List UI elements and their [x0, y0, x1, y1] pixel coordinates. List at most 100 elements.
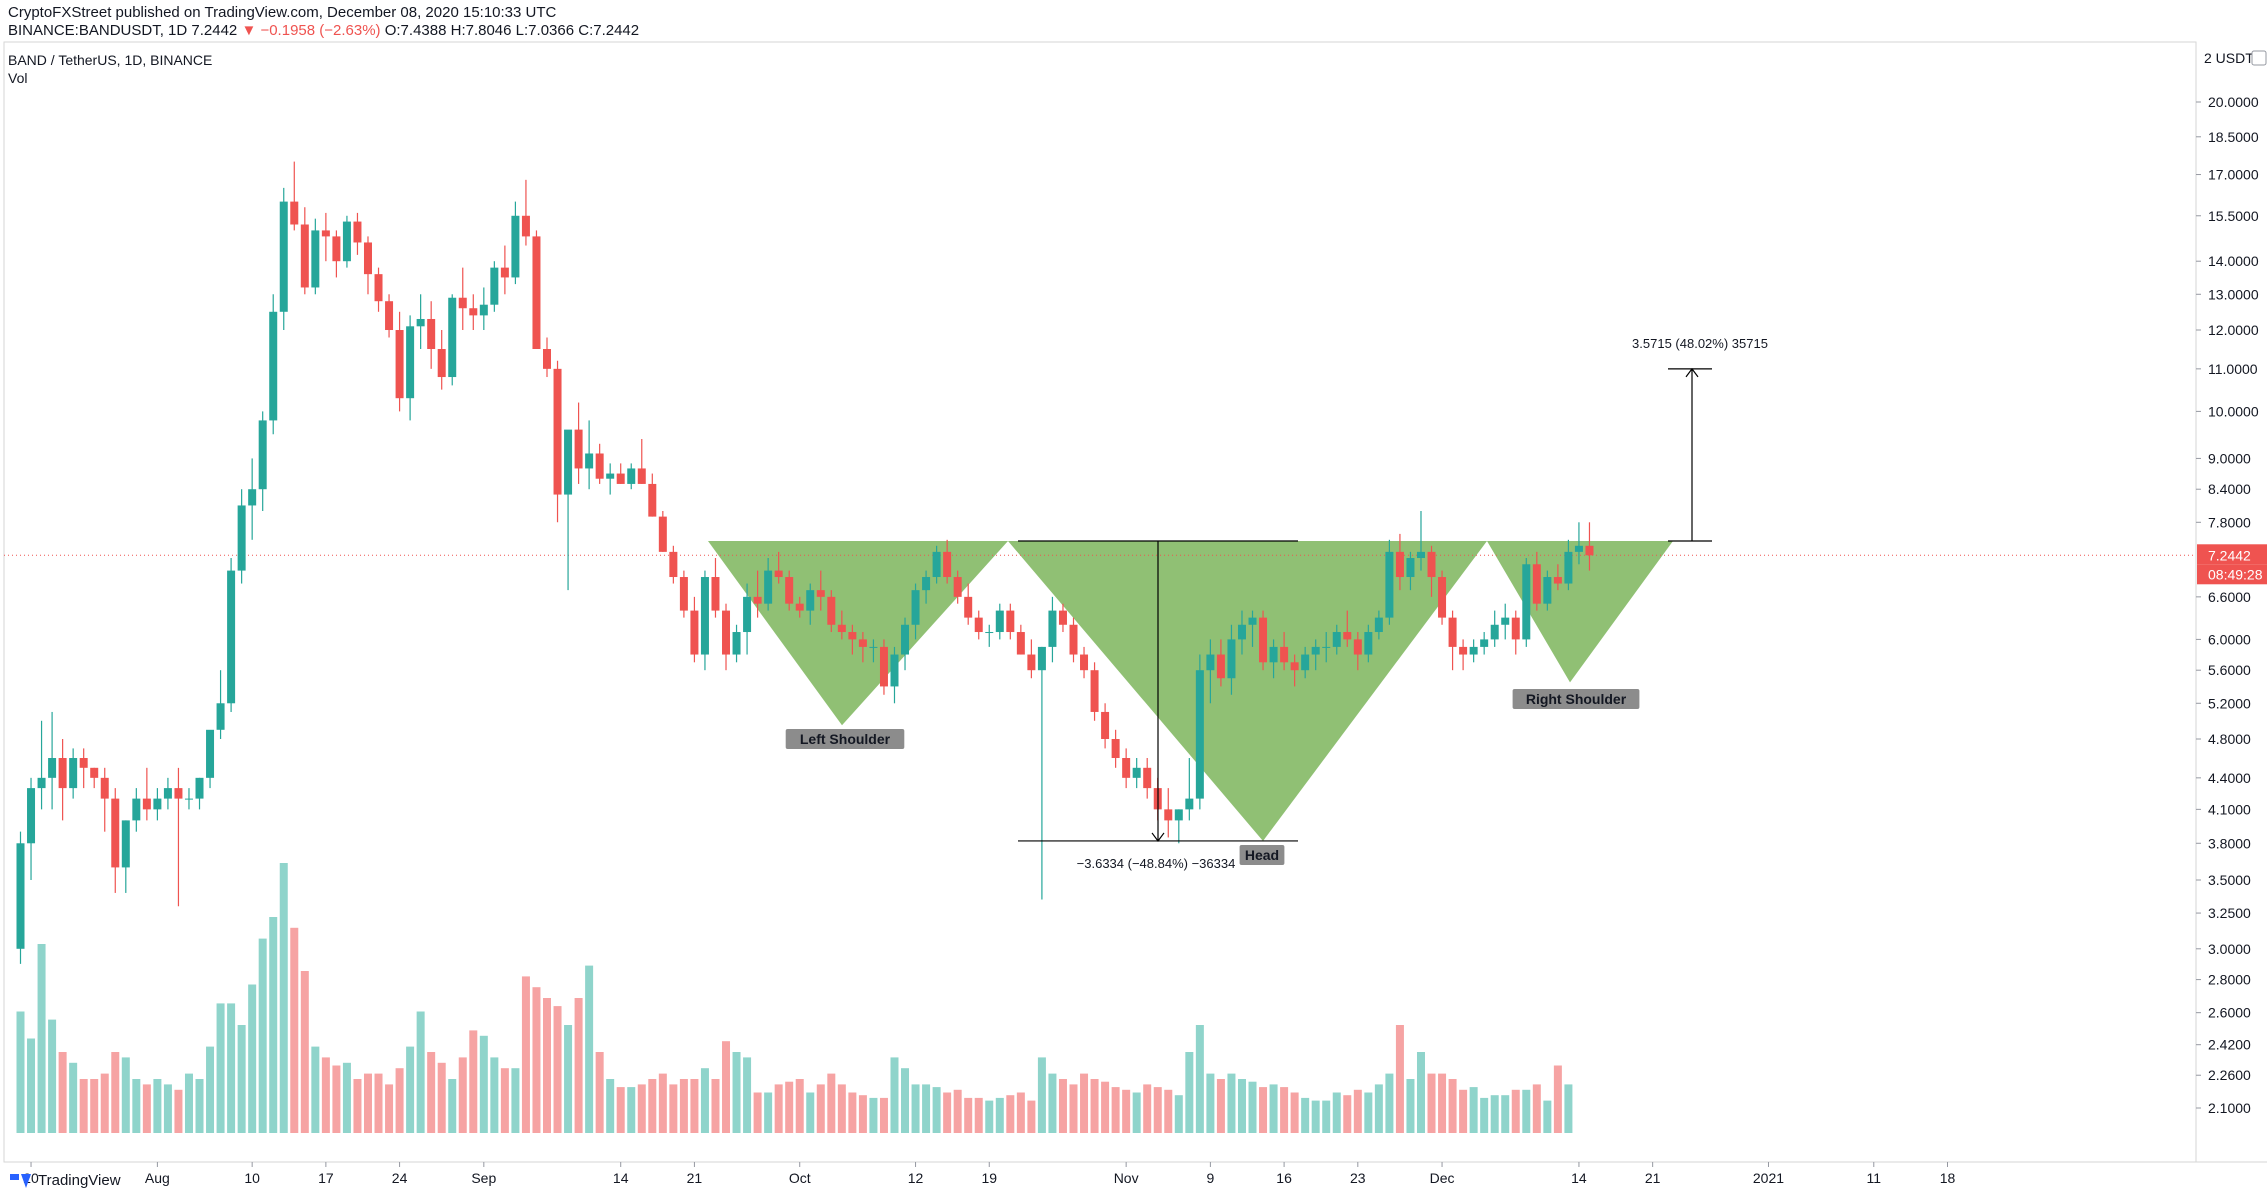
volume-bar: [342, 1062, 351, 1133]
volume-bar: [469, 1030, 478, 1133]
candle-body: [1511, 617, 1520, 640]
candle: [363, 236, 372, 295]
candle: [879, 639, 888, 695]
candle: [448, 294, 457, 386]
candle: [385, 294, 394, 338]
candle-body: [1385, 551, 1394, 618]
candle: [1111, 729, 1120, 768]
volume-bar: [532, 987, 541, 1133]
candle: [1553, 564, 1562, 591]
candle-body: [1185, 798, 1194, 810]
candle-body: [163, 788, 172, 799]
volume-bar: [1153, 1087, 1162, 1133]
candle-body: [1480, 639, 1489, 647]
candle: [1427, 545, 1436, 597]
y-tick-label: 10.0000: [2208, 403, 2259, 419]
candle-body: [848, 632, 857, 640]
candle-body: [585, 453, 594, 469]
candle: [1101, 703, 1110, 749]
volume-bar: [458, 1057, 467, 1133]
candle-body: [543, 349, 551, 369]
candle: [1248, 610, 1257, 647]
candle-body: [1259, 617, 1268, 663]
candle-body: [27, 788, 36, 844]
drop-arrowhead: [1151, 832, 1165, 842]
volume-bar: [1532, 1084, 1541, 1133]
candle-body: [1269, 646, 1278, 663]
candle-body: [111, 798, 120, 868]
target-arrowhead: [1685, 367, 1699, 378]
candle: [1122, 748, 1131, 789]
candle: [1511, 610, 1520, 655]
volume-bar: [1511, 1089, 1520, 1133]
volume-bar: [1353, 1089, 1362, 1133]
open-value: O:7.4388: [384, 22, 447, 39]
candle: [1438, 570, 1447, 625]
candle: [258, 411, 267, 511]
candle: [764, 558, 773, 611]
candle: [1058, 603, 1067, 633]
x-tick-label: 18: [1940, 1170, 1956, 1186]
volume-bar: [184, 1073, 193, 1133]
candle-body: [1490, 624, 1499, 640]
volume-bar: [1311, 1100, 1320, 1133]
candle-body: [564, 429, 573, 495]
candle: [732, 624, 741, 663]
candle: [227, 558, 236, 712]
volume-bar: [385, 1084, 394, 1133]
candle-body: [1037, 646, 1046, 671]
candle-body: [901, 624, 910, 655]
candle-body: [1080, 654, 1089, 671]
candle: [1132, 758, 1141, 789]
candle-body: [1395, 551, 1404, 578]
candle-body: [206, 729, 215, 778]
y-tick-label: 2.1000: [2208, 1100, 2251, 1116]
candle-body: [869, 646, 878, 648]
candle: [216, 670, 225, 740]
candle-body: [532, 236, 541, 350]
candle: [711, 558, 720, 618]
candle-body: [1111, 739, 1120, 759]
volume-bar: [311, 1046, 320, 1133]
candle-body: [1027, 654, 1036, 671]
volume-bar: [1216, 1079, 1225, 1133]
candle-body: [500, 267, 509, 278]
volume-bar: [1553, 1065, 1562, 1133]
candle: [1237, 610, 1246, 655]
volume-bar: [627, 1087, 636, 1133]
ohlc-line: BINANCE:BANDUSDT, 1D 7.2442 ▼ −0.1958 (−…: [8, 22, 639, 39]
volume-bar: [1269, 1084, 1278, 1133]
candle: [1532, 551, 1541, 611]
y-tick-label: 3.0000: [2208, 941, 2251, 957]
candle: [142, 767, 151, 821]
candle: [342, 215, 351, 268]
last-value: 7.2442: [191, 22, 238, 39]
candle-body: [985, 632, 994, 634]
candle-body: [711, 577, 720, 611]
candle: [511, 201, 520, 285]
volume-bar: [227, 1003, 236, 1133]
candle: [1037, 646, 1046, 900]
candle: [848, 624, 857, 655]
candle: [627, 463, 636, 490]
candle-body: [679, 577, 688, 611]
volume-bar: [427, 1052, 436, 1133]
candle-body: [816, 590, 825, 597]
y-tick-label: 4.4000: [2208, 770, 2251, 786]
candle: [700, 570, 709, 671]
volume-bar: [774, 1084, 783, 1133]
y-tick-label: 14.0000: [2208, 253, 2259, 269]
candle-body: [374, 274, 383, 302]
volume-bar: [1185, 1052, 1194, 1133]
volume-bar: [1322, 1100, 1331, 1133]
candle: [58, 739, 67, 821]
y-tick-label: 4.8000: [2208, 731, 2251, 747]
volume-bar: [869, 1097, 878, 1133]
candle-body: [121, 820, 130, 868]
x-tick-label: 16: [1276, 1170, 1292, 1186]
volume-bar: [27, 1038, 36, 1133]
last-price-value: 7.2442: [2208, 547, 2251, 563]
volume-bar: [353, 1079, 362, 1133]
volume-bar: [321, 1057, 330, 1133]
